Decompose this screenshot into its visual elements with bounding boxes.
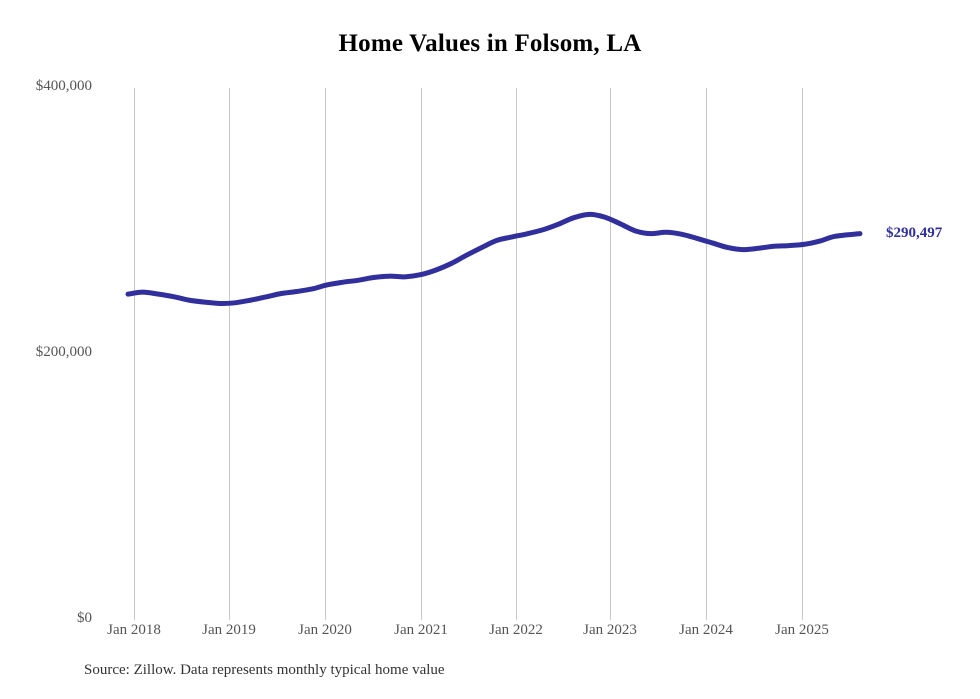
y-tick-label-200000: $200,000 bbox=[35, 344, 92, 360]
x-tick-label-jan-2022: Jan 2022 bbox=[489, 622, 543, 638]
x-tick-label-jan-2018: Jan 2018 bbox=[107, 622, 161, 638]
series-line-typical-home-value bbox=[125, 211, 863, 306]
x-tick-label-jan-2024: Jan 2024 bbox=[679, 622, 733, 638]
x-tick-label-jan-2019: Jan 2019 bbox=[202, 622, 256, 638]
x-tick-label-jan-2021: Jan 2021 bbox=[394, 622, 448, 638]
x-tick-label-jan-2023: Jan 2023 bbox=[583, 622, 637, 638]
x-tick-label-jan-2020: Jan 2020 bbox=[298, 622, 352, 638]
gridline-jan-2023 bbox=[610, 88, 611, 620]
y-tick-label-0: $0 bbox=[77, 610, 92, 626]
source-note: Source: Zillow. Data represents monthly … bbox=[84, 662, 445, 678]
chart-title: Home Values in Folsom, LA bbox=[338, 30, 642, 57]
gridline-jan-2020 bbox=[325, 88, 326, 620]
gridline-jan-2022 bbox=[516, 88, 517, 620]
gridline-jan-2018 bbox=[134, 88, 135, 620]
end-value-label: $290,497 bbox=[886, 224, 943, 241]
x-tick-label-jan-2025: Jan 2025 bbox=[775, 622, 829, 638]
gridline-jan-2021 bbox=[421, 88, 422, 620]
gridline-jan-2019 bbox=[229, 88, 230, 620]
gridline-jan-2025 bbox=[802, 88, 803, 620]
gridline-jan-2024 bbox=[706, 88, 707, 620]
y-tick-label-400000: $400,000 bbox=[35, 78, 92, 94]
